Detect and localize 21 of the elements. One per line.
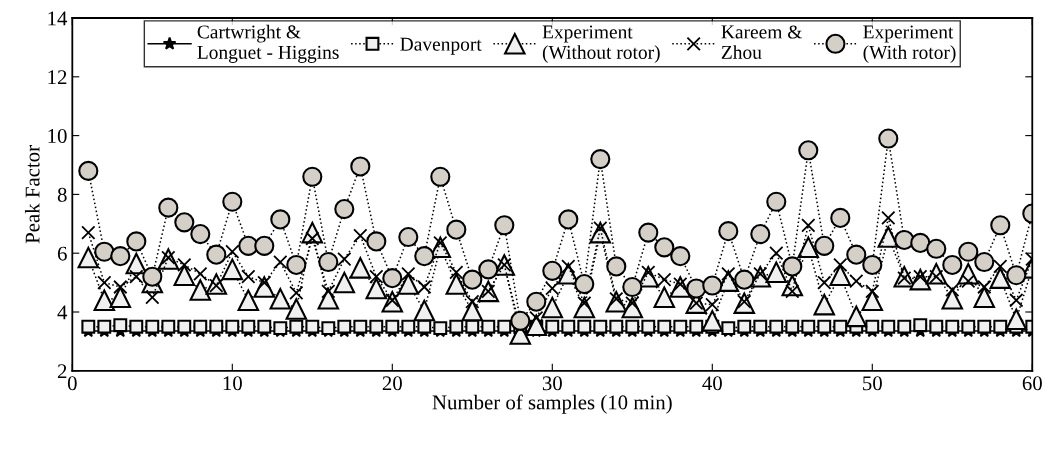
legend-label: Experiment (Without rotor)	[542, 25, 660, 63]
x-tick-label: 10	[223, 376, 242, 391]
x-tick-label: 60	[1022, 376, 1042, 391]
legend-label: Experiment (With rotor)	[863, 25, 956, 63]
y-tick-label: 2	[57, 364, 67, 379]
x-tick-label: 40	[702, 376, 722, 391]
y-tick-label: 10	[48, 128, 67, 144]
x-tick-label: 20	[382, 376, 402, 391]
legend-label: Davenport	[400, 37, 482, 55]
y-tick-label: 14	[48, 11, 68, 26]
x-tick-label: 50	[863, 376, 882, 391]
legend-label: Cartwright & Longuet - Higgins	[197, 24, 339, 63]
y-tick-label: 6	[57, 246, 67, 261]
y-tick-label: 4	[57, 305, 68, 320]
x-tick-label: 30	[542, 376, 562, 391]
legend-label: Kareem & Zhou	[721, 25, 803, 59]
x-tick-label: 0	[67, 376, 77, 391]
x-axis-title: Number of samples (10 min)	[432, 394, 672, 414]
y-axis-title: Peak Factor	[24, 145, 40, 244]
y-tick-label: 12	[48, 70, 67, 85]
y-tick-label: 8	[57, 187, 67, 202]
